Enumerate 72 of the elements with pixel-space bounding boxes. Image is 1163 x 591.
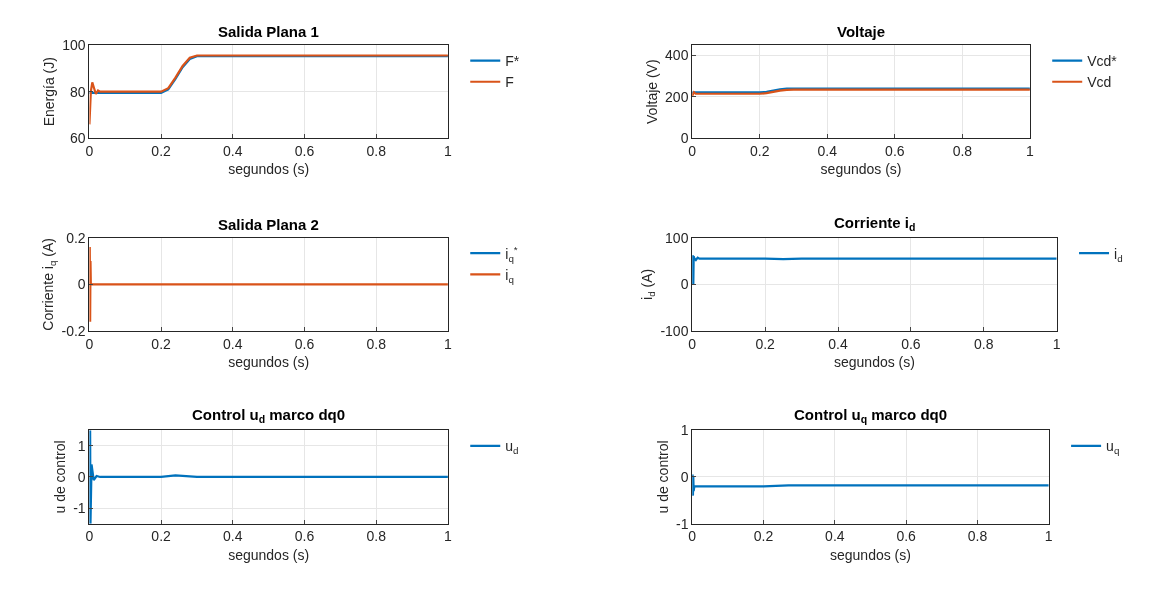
x-axis-title: segundos (s) bbox=[228, 161, 310, 178]
x-tick-label: 0.4 bbox=[817, 143, 838, 160]
x-tick-label: 0.4 bbox=[223, 335, 243, 352]
x-tick-label: 0.4 bbox=[223, 528, 243, 545]
x-tick-label: 0.6 bbox=[901, 335, 921, 352]
y-tick-label: -100 bbox=[660, 322, 689, 339]
y-tick-label: 200 bbox=[665, 88, 689, 105]
x-tick-label: 0.8 bbox=[366, 143, 387, 160]
chart-title: Corriente i$_{d}$ bbox=[834, 214, 916, 234]
x-tick-label: 0.6 bbox=[294, 335, 315, 352]
x-axis-title: segundos (s) bbox=[820, 161, 902, 178]
x-tick-label: 0.2 bbox=[151, 335, 172, 352]
legend-label: i$_{d}$ bbox=[1114, 245, 1123, 264]
y-tick-label: 0 bbox=[680, 130, 689, 147]
x-tick-label: 0.6 bbox=[885, 143, 905, 160]
x-tick-label: 0.6 bbox=[294, 528, 315, 545]
y-tick-label: -1 bbox=[73, 499, 86, 516]
x-axis-title: segundos (s) bbox=[228, 546, 310, 563]
x-axis-title: segundos (s) bbox=[834, 354, 915, 371]
x-tick-label: 1 bbox=[1044, 528, 1053, 545]
legend-label: Vcd* bbox=[1087, 53, 1118, 70]
y-tick-label: 80 bbox=[70, 83, 86, 100]
x-tick-label: 0.2 bbox=[755, 335, 776, 352]
y-tick-label: 0 bbox=[680, 276, 689, 293]
y-tick-label: 0 bbox=[680, 468, 689, 485]
x-tick-label: 0.8 bbox=[967, 528, 988, 545]
y-tick-label: 0 bbox=[77, 468, 86, 485]
x-tick-label: 0.8 bbox=[974, 335, 994, 352]
x-tick-label: 1 bbox=[444, 335, 453, 352]
x-axis-title: segundos (s) bbox=[830, 546, 911, 563]
legend-label: F* bbox=[505, 53, 520, 70]
x-tick-label: 1 bbox=[1025, 143, 1034, 160]
x-tick-label: 0.6 bbox=[294, 143, 315, 160]
y-axis-title: u de control bbox=[51, 440, 68, 514]
x-tick-label: 0.2 bbox=[151, 528, 172, 545]
chart-title: Voltaje bbox=[837, 23, 886, 40]
x-tick-label: 1 bbox=[444, 143, 453, 160]
legend-label: u$_{q}$ bbox=[1106, 438, 1120, 457]
legend-label: i$_{q}$ bbox=[505, 266, 514, 285]
y-tick-label: 100 bbox=[665, 229, 689, 246]
y-axis-title: Energía (J) bbox=[40, 57, 57, 127]
y-tick-label: -0.2 bbox=[61, 322, 86, 339]
legend-label: Vcd bbox=[1087, 74, 1112, 91]
y-tick-label: 0 bbox=[77, 276, 86, 293]
x-tick-label: 1 bbox=[444, 528, 453, 545]
legend-label: F bbox=[505, 74, 514, 91]
x-tick-label: 0.8 bbox=[366, 335, 387, 352]
x-tick-label: 0.2 bbox=[753, 528, 774, 545]
y-tick-label: -1 bbox=[675, 515, 689, 532]
x-tick-label: 0.8 bbox=[366, 528, 387, 545]
x-tick-label: 0.8 bbox=[952, 143, 973, 160]
y-tick-label: 0.2 bbox=[66, 229, 86, 246]
x-tick-label: 0.4 bbox=[828, 335, 848, 352]
chart-title: Control u$_{d}$ marco dq0 bbox=[192, 406, 346, 426]
x-tick-label: 0.4 bbox=[825, 528, 845, 545]
y-tick-label: 1 bbox=[680, 422, 689, 439]
chart-title: Control u$_{q}$ marco dq0 bbox=[794, 406, 948, 426]
y-tick-label: 100 bbox=[62, 36, 86, 53]
legend-label: u$_{d}$ bbox=[505, 438, 519, 457]
y-tick-label: 1 bbox=[77, 437, 86, 454]
y-tick-label: 60 bbox=[70, 130, 86, 147]
x-tick-label: 0.2 bbox=[151, 143, 172, 160]
x-tick-label: 0.4 bbox=[223, 143, 243, 160]
x-tick-label: 0.6 bbox=[896, 528, 917, 545]
x-tick-label: 0.2 bbox=[750, 143, 770, 160]
y-axis-title: u de control bbox=[654, 440, 671, 514]
y-tick-label: 400 bbox=[665, 47, 689, 64]
chart-title: Salida Plana 1 bbox=[218, 23, 319, 40]
x-axis-title: segundos (s) bbox=[228, 354, 310, 371]
x-tick-label: 1 bbox=[1052, 335, 1061, 352]
y-axis-title: Voltaje (V) bbox=[643, 59, 660, 124]
chart-title: Salida Plana 2 bbox=[218, 216, 319, 233]
